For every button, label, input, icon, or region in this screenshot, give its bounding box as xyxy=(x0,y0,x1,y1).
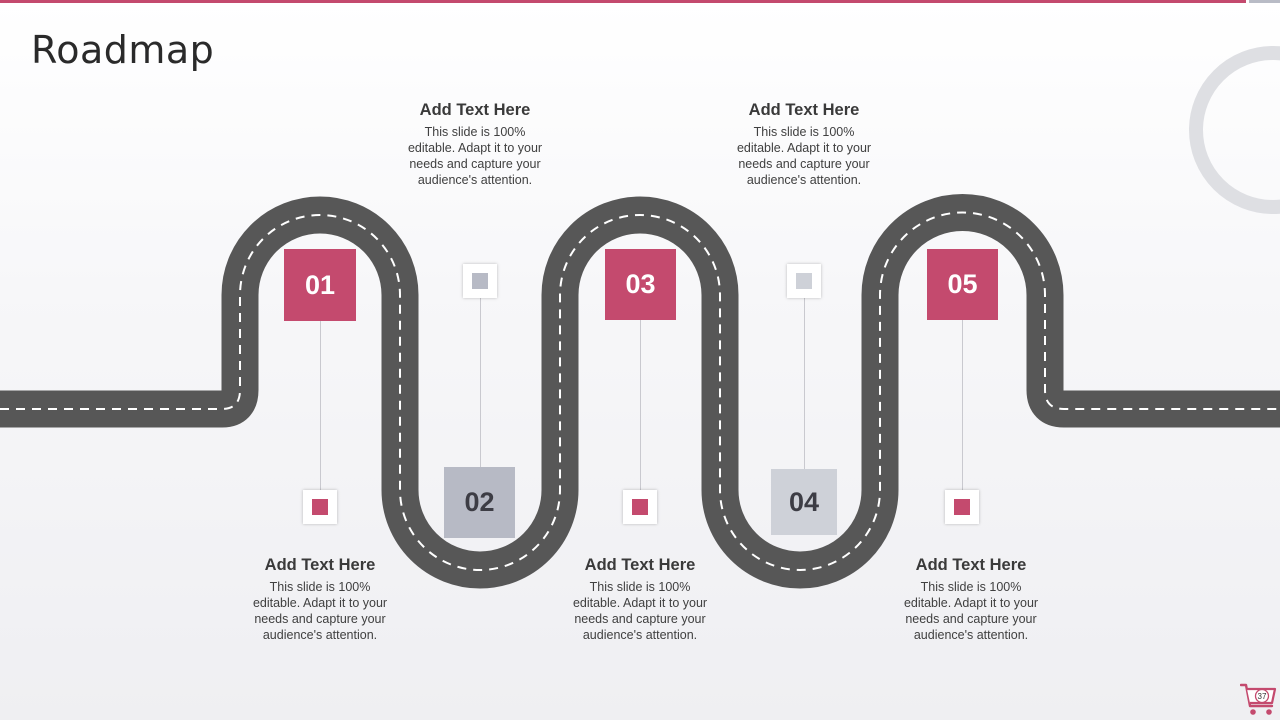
step-heading-2: Add Text Here xyxy=(419,101,531,119)
step-number-box-5: 05 xyxy=(927,249,998,320)
step-number-box-4: 04 xyxy=(771,469,837,535)
step-body-1: This slide is 100% editable. Adapt it to… xyxy=(252,580,388,642)
page-title: Roadmap xyxy=(31,28,215,72)
step-heading-5: Add Text Here xyxy=(915,556,1027,574)
step-number-3: 03 xyxy=(625,269,656,299)
marker-3 xyxy=(623,490,657,524)
marker-5 xyxy=(945,490,979,524)
step-text-4: Add Text Here This slide is 100% editabl… xyxy=(714,101,894,188)
step-number-4: 04 xyxy=(788,486,820,517)
step-number-1: 01 xyxy=(304,269,336,300)
connector-line-4 xyxy=(804,297,805,469)
step-text-1: Add Text Here This slide is 100% editabl… xyxy=(230,556,410,643)
marker-4 xyxy=(787,264,821,298)
page-number-badge: 37 xyxy=(1239,682,1278,718)
step-body-3: This slide is 100% editable. Adapt it to… xyxy=(572,580,708,642)
step-number-box-1: 01 xyxy=(284,249,356,321)
step-number-2: 02 xyxy=(464,487,495,517)
top-gray-bar xyxy=(1249,0,1280,3)
step-body-4: This slide is 100% editable. Adapt it to… xyxy=(736,125,872,187)
connector-line-1 xyxy=(320,320,321,490)
connector-line-2 xyxy=(480,297,481,467)
marker-2 xyxy=(463,264,497,298)
step-body-2: This slide is 100% editable. Adapt it to… xyxy=(407,125,543,187)
connector-line-5 xyxy=(962,320,963,490)
page-number: 37 xyxy=(1258,692,1267,701)
step-text-2: Add Text Here This slide is 100% editabl… xyxy=(385,101,565,188)
top-accent-bar xyxy=(0,0,1246,3)
step-number-box-3: 03 xyxy=(605,249,676,320)
step-heading-1: Add Text Here xyxy=(264,556,376,574)
step-heading-4: Add Text Here xyxy=(748,101,860,119)
marker-1 xyxy=(303,490,337,524)
connector-line-3 xyxy=(640,320,641,490)
step-number-box-2: 02 xyxy=(444,467,515,538)
shopping-cart-icon: 37 xyxy=(1239,683,1277,715)
step-heading-3: Add Text Here xyxy=(584,556,696,574)
step-text-5: Add Text Here This slide is 100% editabl… xyxy=(881,556,1061,643)
step-body-5: This slide is 100% editable. Adapt it to… xyxy=(903,580,1039,642)
step-number-5: 05 xyxy=(947,269,978,299)
step-text-3: Add Text Here This slide is 100% editabl… xyxy=(550,556,730,643)
